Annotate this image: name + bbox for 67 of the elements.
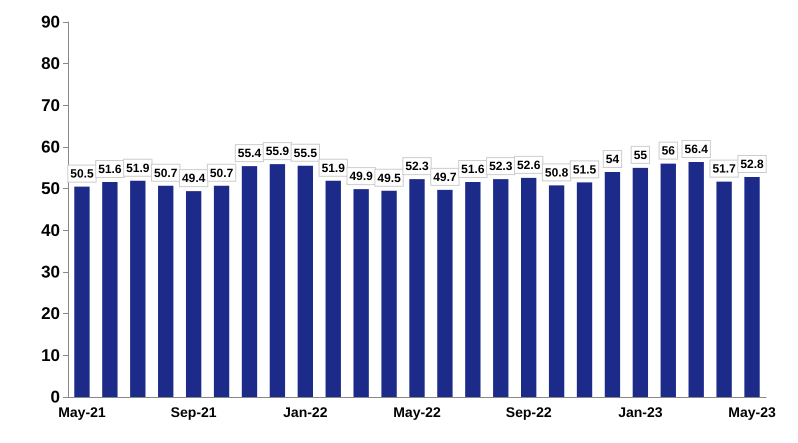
bar bbox=[130, 180, 146, 397]
y-tick-label: 70 bbox=[41, 96, 60, 115]
data-label: 52.3 bbox=[489, 159, 513, 174]
data-label: 51.5 bbox=[572, 162, 597, 176]
data-label: 55.9 bbox=[266, 144, 290, 158]
bar bbox=[409, 179, 425, 397]
bar bbox=[688, 162, 704, 397]
bar bbox=[326, 180, 341, 397]
data-label: 49.4 bbox=[182, 171, 206, 186]
data-label: 52.6 bbox=[517, 158, 541, 172]
x-tick-label: Jan-23 bbox=[618, 404, 663, 420]
data-label: 50.7 bbox=[154, 166, 178, 180]
y-tick-label: 60 bbox=[41, 138, 60, 156]
data-label: 50.8 bbox=[544, 165, 569, 180]
data-label: 50.5 bbox=[70, 166, 94, 181]
bar bbox=[158, 186, 174, 397]
data-label: 51.7 bbox=[712, 162, 736, 176]
bar bbox=[186, 191, 202, 397]
data-label: 51.6 bbox=[461, 162, 485, 176]
data-label: 51.9 bbox=[322, 160, 346, 175]
data-label: 56.4 bbox=[684, 142, 708, 156]
y-tick-label: 80 bbox=[41, 54, 60, 74]
data-label: 55.5 bbox=[294, 146, 318, 160]
x-tick-label: Sep-22 bbox=[506, 404, 552, 420]
y-tick-label: 50 bbox=[41, 179, 60, 198]
data-label: 49.7 bbox=[433, 170, 457, 184]
data-label: 52.3 bbox=[405, 159, 429, 174]
data-label: 50.7 bbox=[210, 166, 234, 180]
bar bbox=[242, 166, 258, 397]
bar bbox=[270, 164, 286, 397]
bar bbox=[576, 182, 592, 397]
bar bbox=[493, 179, 508, 397]
data-label: 56 bbox=[662, 144, 676, 158]
data-label: 55.4 bbox=[238, 146, 262, 160]
bar bbox=[381, 190, 397, 397]
data-label: 49.9 bbox=[349, 169, 374, 184]
data-label: 51.9 bbox=[126, 160, 150, 175]
bar bbox=[437, 190, 453, 397]
bar bbox=[298, 166, 313, 397]
bar bbox=[74, 186, 90, 397]
bar bbox=[102, 182, 118, 397]
bar bbox=[632, 168, 648, 397]
bar bbox=[716, 182, 732, 397]
y-tick-label: 30 bbox=[41, 262, 60, 282]
y-tick-label: 40 bbox=[41, 220, 60, 240]
data-label: 51.6 bbox=[98, 162, 122, 176]
y-tick-label: 20 bbox=[41, 304, 60, 324]
x-tick-label: May-21 bbox=[58, 404, 106, 420]
data-label: 49.5 bbox=[377, 170, 402, 185]
bar bbox=[604, 172, 620, 397]
y-tick-label: 90 bbox=[41, 12, 60, 32]
bar bbox=[214, 186, 230, 397]
y-tick-label: 0 bbox=[50, 388, 60, 406]
x-tick-label: May-23 bbox=[728, 404, 776, 420]
x-tick-label: Sep-21 bbox=[170, 404, 217, 420]
bar bbox=[353, 189, 369, 397]
data-label: 55 bbox=[634, 148, 648, 162]
bar bbox=[548, 185, 564, 397]
x-tick-label: Jan-22 bbox=[283, 404, 328, 420]
data-label: 54 bbox=[606, 152, 620, 166]
x-tick-label: May-22 bbox=[393, 404, 441, 420]
y-tick-label: 10 bbox=[41, 346, 60, 365]
bar bbox=[465, 182, 481, 397]
bar bbox=[521, 178, 536, 397]
data-label: 52.8 bbox=[740, 157, 764, 171]
bar bbox=[744, 177, 760, 397]
bar bbox=[660, 164, 676, 397]
